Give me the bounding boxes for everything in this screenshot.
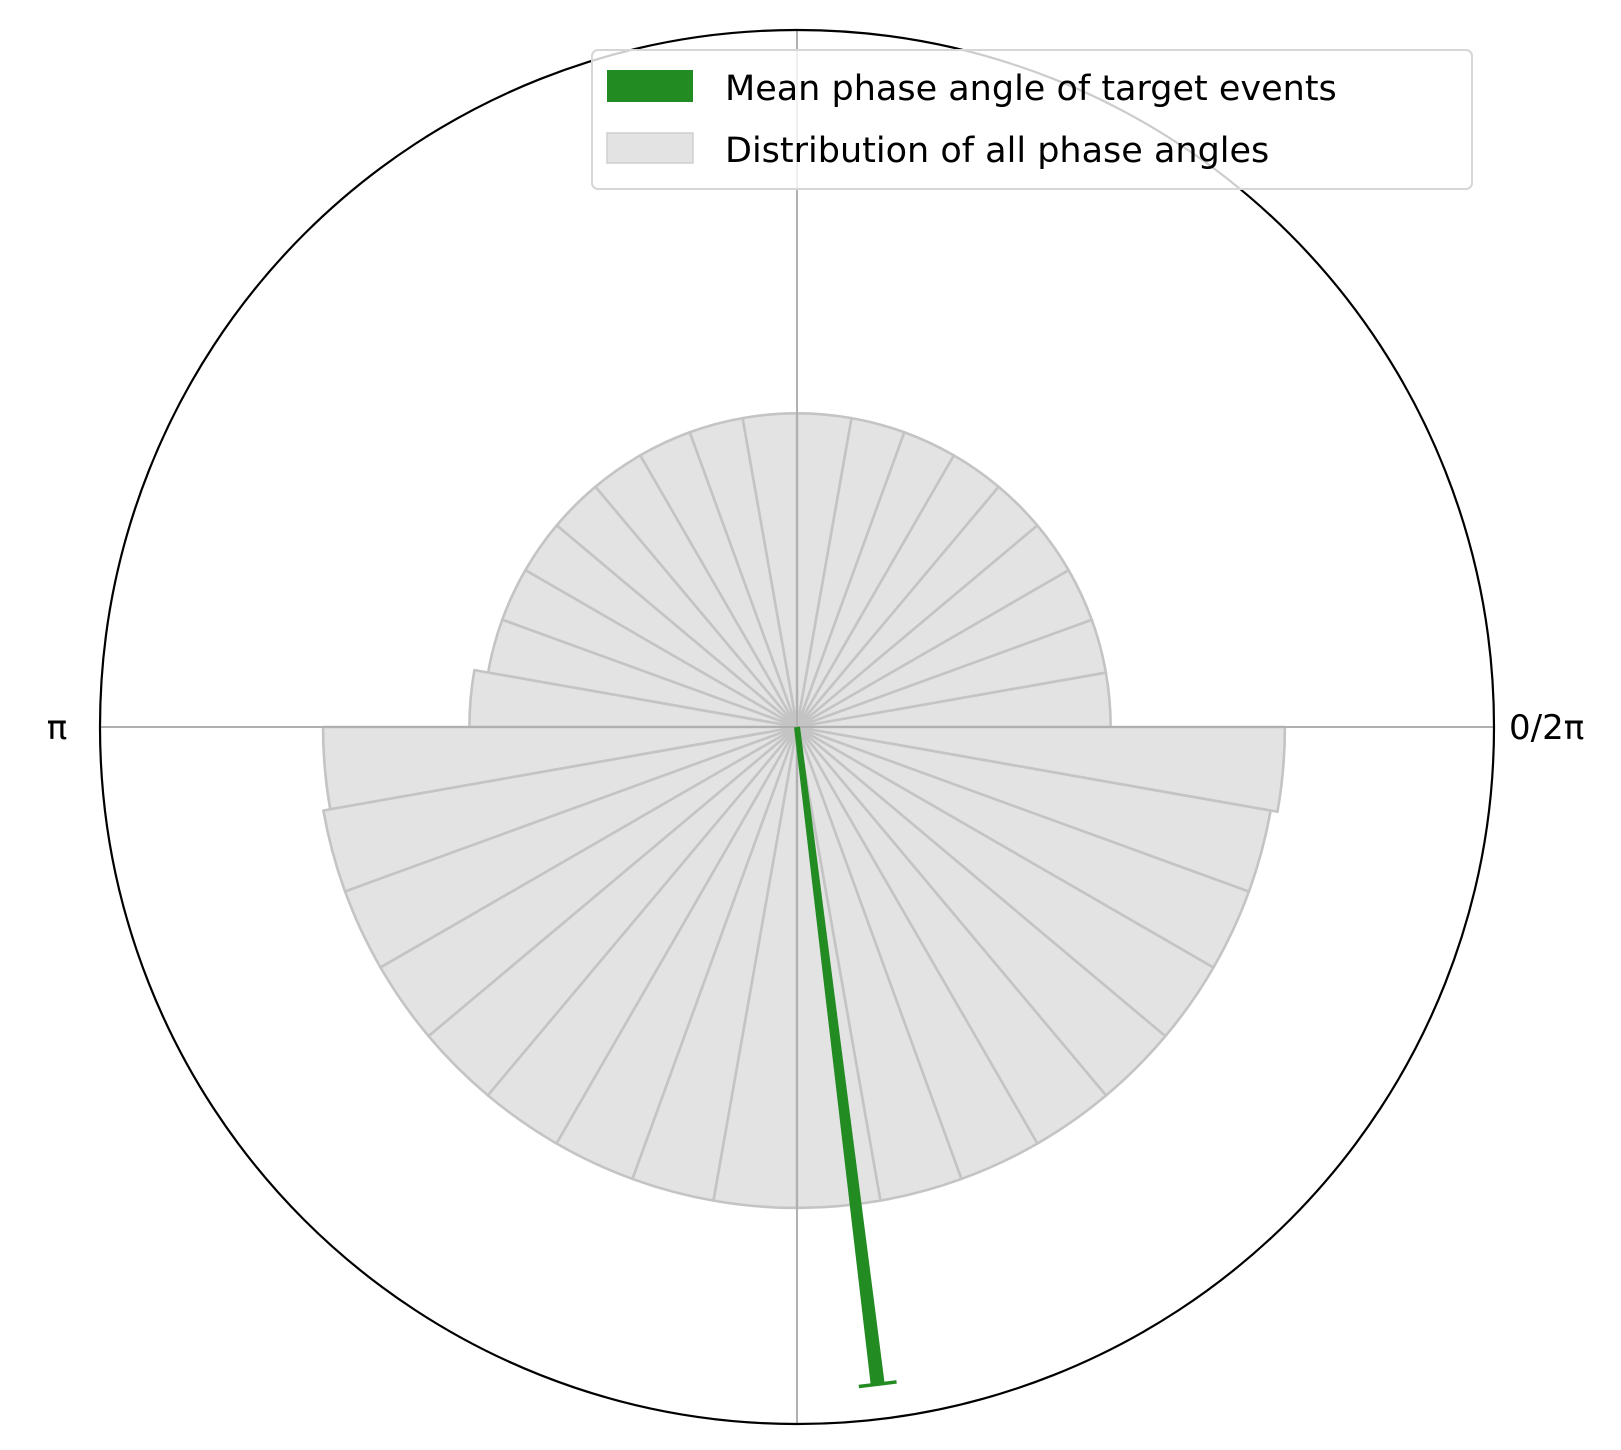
mean-vector [794,726,897,1389]
legend-swatch-mean [607,70,693,102]
legend-swatch-distribution [606,132,694,164]
mean-vector-bar [794,726,885,1386]
angle-tick-label: π [47,708,67,748]
mean-vector-cap [858,1380,897,1389]
legend: Mean phase angle of target events Distri… [591,49,1473,190]
legend-label-mean: Mean phase angle of target events [725,69,1337,109]
angle-tick-label: 0/2π [1509,708,1584,748]
legend-frame [591,49,1473,190]
outer-spine [98,28,1496,1426]
histogram-bars [321,412,1287,1210]
legend-label-distribution: Distribution of all phase angles [725,131,1269,171]
